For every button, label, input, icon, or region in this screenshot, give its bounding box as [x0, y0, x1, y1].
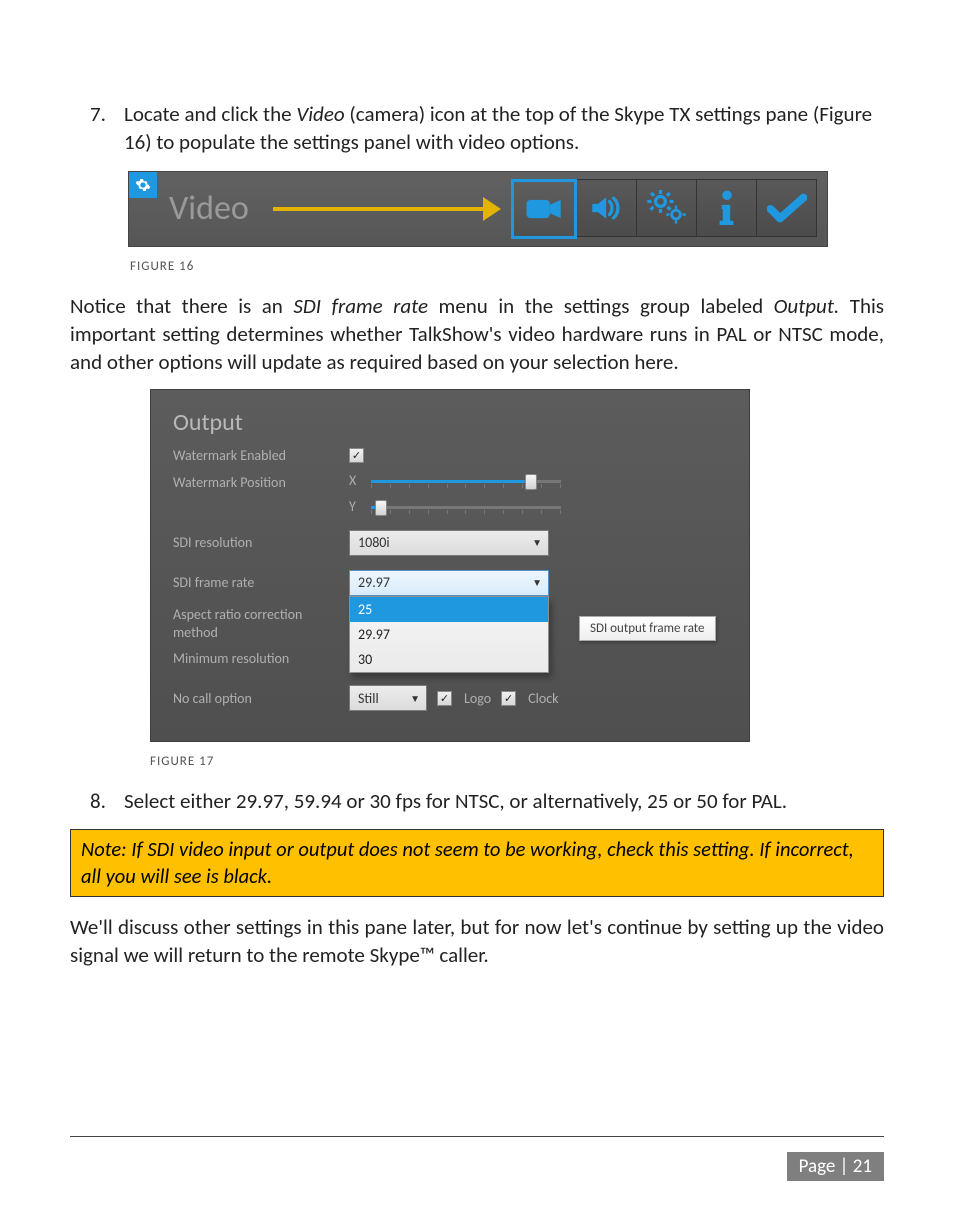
row-sdi-frame-rate: SDI frame rate 29.97 ▼ 25 29.97 30 SDI o…: [173, 570, 727, 596]
note-text: Note: If SDI video input or output does …: [81, 836, 873, 889]
list-body: Locate and click the Video (camera) icon…: [124, 100, 884, 157]
list-item-8: 8. Select either 29.97, 59.94 or 30 fps …: [70, 787, 884, 815]
label-min-res: Minimum resolution: [173, 650, 349, 667]
info-tab[interactable]: [697, 179, 757, 237]
txt: menu in the settings group labeled: [439, 293, 774, 319]
sdi-frame-rate-value: 29.97: [358, 574, 390, 591]
settings-tab[interactable]: [637, 179, 697, 237]
framerate-option-2997[interactable]: 29.97: [350, 622, 548, 647]
figure-16-label: FIGURE 16: [130, 259, 884, 274]
para-after-note: We'll discuss other settings in this pan…: [70, 913, 884, 970]
em-sdi: SDI frame rate: [293, 293, 428, 319]
arrow-annotation: [249, 197, 511, 221]
camera-tab[interactable]: [511, 179, 577, 239]
logo-checkbox[interactable]: ✓: [437, 691, 452, 706]
row-watermark-position: Watermark Position X Y: [173, 472, 727, 516]
label-x: X: [349, 472, 363, 489]
panel-title: Output: [173, 408, 727, 437]
clock-checkbox[interactable]: ✓: [501, 691, 516, 706]
video-toolbar: Video: [128, 171, 828, 247]
check-icon: [767, 192, 807, 224]
slider-y[interactable]: [371, 498, 561, 516]
list-number: 8.: [70, 787, 124, 815]
info-icon: [716, 190, 738, 226]
gears-icon: [647, 190, 687, 226]
txt: Locate and click the: [124, 101, 296, 127]
em-output: Output.: [774, 293, 840, 319]
no-call-value: Still: [358, 690, 379, 707]
label-clock: Clock: [528, 690, 558, 707]
speaker-icon: [589, 192, 625, 224]
chevron-down-icon: ▼: [410, 692, 420, 705]
sdi-resolution-value: 1080i: [358, 534, 390, 551]
label-no-call: No call option: [173, 690, 349, 707]
no-call-select[interactable]: Still ▼: [349, 685, 427, 711]
toolbar-buttons: [511, 179, 817, 239]
framerate-option-30[interactable]: 30: [350, 647, 548, 672]
note-callout: Note: If SDI video input or output does …: [70, 829, 884, 896]
slider-x[interactable]: [371, 472, 561, 490]
watermark-enabled-checkbox[interactable]: ✓: [349, 448, 364, 463]
label-watermark-enabled: Watermark Enabled: [173, 447, 349, 464]
camera-icon: [524, 194, 564, 224]
chevron-down-icon: ▼: [532, 576, 542, 589]
list-item-7: 7. Locate and click the Video (camera) i…: [70, 100, 884, 157]
label-sdi-resolution: SDI resolution: [173, 534, 349, 551]
para-notice: Notice that there is an SDI frame rate m…: [70, 292, 884, 377]
sdi-resolution-select[interactable]: 1080i ▼: [349, 530, 549, 556]
row-sdi-resolution: SDI resolution 1080i ▼: [173, 530, 727, 556]
label-y: Y: [349, 498, 363, 515]
em-video: Video: [296, 101, 344, 127]
list-number: 7.: [70, 100, 124, 157]
gear-badge-icon: [129, 172, 157, 198]
row-watermark-enabled: Watermark Enabled ✓: [173, 447, 727, 464]
sdi-frame-rate-select[interactable]: 29.97 ▼ 25 29.97 30: [349, 570, 549, 596]
framerate-option-25[interactable]: 25: [350, 597, 548, 622]
figure-16: Video: [128, 171, 828, 247]
row-no-call: No call option Still ▼ ✓ Logo ✓ Clock: [173, 685, 727, 711]
txt: Notice that there is an: [70, 293, 293, 319]
page-number-badge: Page | 21: [787, 1152, 884, 1181]
footer-divider: [70, 1136, 884, 1137]
sdi-frame-rate-dropdown: 25 29.97 30: [349, 596, 549, 673]
figure-17-label: FIGURE 17: [150, 754, 884, 769]
toolbar-title: Video: [169, 188, 249, 229]
list-body: Select either 29.97, 59.94 or 30 fps for…: [124, 787, 884, 815]
label-watermark-position: Watermark Position: [173, 472, 349, 491]
framerate-tooltip: SDI output frame rate: [579, 616, 716, 641]
output-panel: Output Watermark Enabled ✓ Watermark Pos…: [150, 389, 750, 742]
label-sdi-frame-rate: SDI frame rate: [173, 574, 349, 591]
confirm-tab[interactable]: [757, 179, 817, 237]
audio-tab[interactable]: [577, 179, 637, 237]
label-logo: Logo: [464, 690, 491, 707]
label-aspect: Aspect ratio correction method: [173, 606, 349, 642]
chevron-down-icon: ▼: [532, 536, 542, 549]
